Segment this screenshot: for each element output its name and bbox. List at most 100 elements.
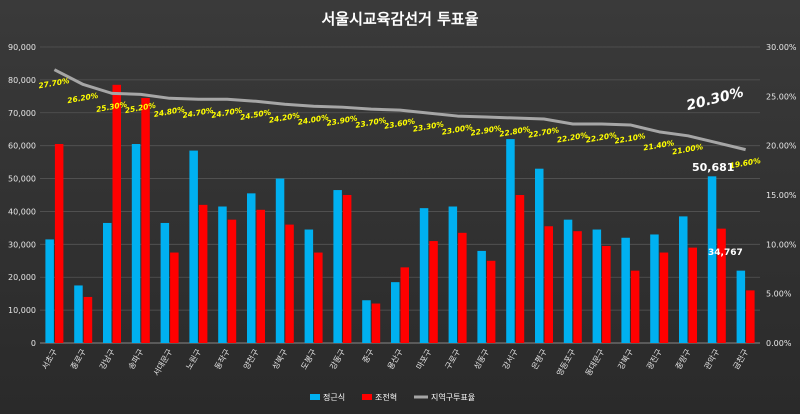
- legend-label-turnout: 지역구투표율: [431, 392, 475, 402]
- category-label: 동작구: [212, 347, 232, 371]
- bar-callout-jeong: 50,681: [692, 161, 734, 174]
- category-label: 송파구: [127, 348, 146, 372]
- bar-jo: [170, 252, 179, 343]
- turnout-label: 21.40%: [643, 138, 676, 152]
- bar-jeong: [650, 234, 659, 343]
- bar-jo: [688, 247, 697, 343]
- category-label: 중랑구: [673, 347, 693, 371]
- category-label: 강남구: [97, 347, 117, 371]
- bar-jeong: [362, 300, 371, 343]
- right-tick-label: 25.00%: [766, 92, 797, 101]
- bar-jo: [515, 195, 525, 343]
- left-axis: 0 10,000 20,000 30,000 40,000 50,000 60,000 70,…: [8, 43, 36, 348]
- bar-jo: [141, 97, 150, 343]
- bars: [45, 84, 755, 344]
- bar-jo: [342, 195, 352, 343]
- turnout-label: 27.70%: [38, 76, 71, 90]
- bar-jo: [227, 219, 237, 343]
- turnout-label: 22.20%: [585, 130, 618, 144]
- bar-jeong: [563, 219, 573, 343]
- turnout-label: 21.00%: [671, 142, 704, 156]
- left-tick-label: 30,000: [8, 240, 36, 249]
- category-label: 마포구: [415, 348, 434, 372]
- bar-jeong: [275, 178, 285, 343]
- bar-callout-jo: 34,767: [708, 248, 743, 258]
- left-tick-label: 70,000: [8, 109, 36, 118]
- bar-jo: [602, 245, 611, 343]
- right-tick-label: 30.00%: [766, 43, 797, 52]
- bar-jeong: [247, 193, 256, 343]
- bar-jo: [659, 252, 669, 343]
- category-label: 관악구: [702, 347, 722, 371]
- category-label: 서초구: [40, 348, 59, 372]
- bar-jeong: [218, 206, 227, 343]
- bar-jeong: [621, 237, 630, 343]
- bar-jo: [573, 231, 582, 343]
- bar-jo: [717, 228, 726, 343]
- category-label: 금천구: [731, 347, 751, 371]
- turnout-line: [53, 68, 746, 152]
- bar-jo: [285, 224, 294, 343]
- turnout-label: 23.60%: [383, 116, 416, 130]
- left-tick-label: 90,000: [8, 43, 36, 52]
- bar-jeong: [506, 139, 515, 343]
- turnout-label: 22.70%: [527, 125, 560, 139]
- right-axis: 0.00% 5.00% 10.00% 15.00% 20.00% 25.00% 30.00%: [766, 43, 797, 348]
- category-label: 노원구: [184, 348, 203, 372]
- category-label: 용산구: [385, 347, 405, 371]
- left-tick-label: 0: [31, 339, 36, 348]
- bar-jeong: [131, 144, 141, 343]
- category-axis: 서초구 종로구 강남구 송파구 서대문구 노원구 동작구 양천구 성북구 도봉구 강동구 중구 용산구 마…: [40, 347, 750, 378]
- left-tick-label: 40,000: [8, 207, 36, 216]
- legend-label-jeong: 정근식: [323, 392, 345, 402]
- right-tick-label: 10.00%: [766, 240, 797, 249]
- category-label: 강동구: [327, 347, 347, 371]
- left-tick-label: 50,000: [8, 175, 36, 184]
- category-label: 중구: [361, 348, 376, 365]
- bar-jeong: [679, 216, 688, 343]
- bar-jeong: [189, 150, 198, 343]
- legend: 정근식 조전혁 지역구투표율: [310, 392, 475, 402]
- category-label: 광진구: [644, 347, 664, 371]
- turnout-label: 25.30%: [95, 100, 128, 114]
- legend-label-jo: 조전혁: [375, 392, 397, 402]
- bar-jeong: [592, 229, 602, 343]
- bar-jeong: [707, 176, 717, 343]
- legend-swatch-jo: [362, 394, 372, 400]
- bar-jeong: [736, 270, 746, 343]
- category-label: 동대문구: [584, 348, 607, 378]
- bar-jo: [746, 290, 755, 343]
- bar-jeong: [448, 206, 458, 343]
- category-label: 성동구: [472, 348, 491, 372]
- bar-jeong: [419, 208, 429, 343]
- bar-jeong: [160, 222, 170, 343]
- legend-swatch-jeong: [310, 394, 320, 400]
- turnout-label: 22.90%: [470, 123, 503, 137]
- right-tick-label: 20.00%: [766, 142, 797, 151]
- bar-jo: [429, 241, 438, 343]
- turnout-label: 23.00%: [441, 122, 474, 136]
- bar-jo: [112, 84, 121, 344]
- left-tick-label: 10,000: [8, 306, 36, 315]
- bar-jo: [544, 226, 553, 343]
- left-tick-label: 60,000: [8, 142, 36, 151]
- turnout-label: 24.00%: [297, 113, 330, 127]
- category-label: 구로구: [443, 348, 462, 372]
- bar-jo: [486, 260, 496, 343]
- category-label: 은평구: [529, 347, 549, 371]
- bar-jo: [371, 303, 381, 343]
- category-label: 도봉구: [299, 348, 318, 372]
- turnout-label: 23.70%: [355, 115, 388, 129]
- bar-jo: [256, 209, 265, 343]
- left-tick-label: 20,000: [8, 273, 36, 282]
- bar-jeong: [45, 239, 54, 343]
- right-tick-label: 5.00%: [766, 290, 792, 299]
- category-label: 양천구: [241, 347, 261, 371]
- bar-jo: [314, 252, 323, 343]
- rate-callout: 20.30%: [685, 84, 745, 114]
- bar-jeong: [535, 168, 544, 343]
- gridlines: [40, 46, 760, 344]
- bar-jo: [458, 232, 467, 343]
